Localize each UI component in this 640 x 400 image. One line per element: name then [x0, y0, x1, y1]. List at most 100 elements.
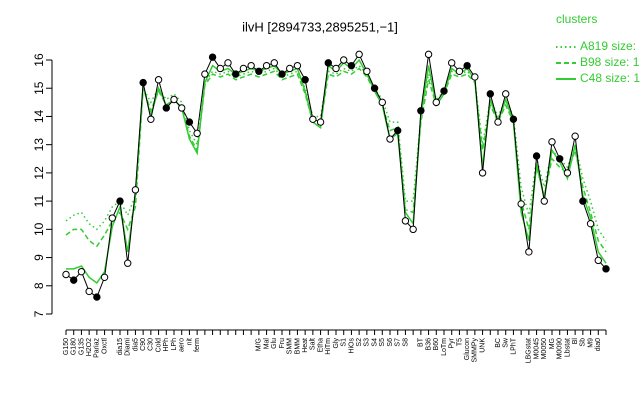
- data-point: [108, 214, 116, 222]
- x-tick-label: SMMPy: [472, 338, 479, 363]
- data-point: [478, 169, 487, 177]
- x-tick-label: Glucon: [464, 338, 471, 360]
- data-point: [586, 219, 595, 228]
- legend-label: C48 size: 196: [580, 71, 640, 85]
- data-point: [93, 293, 101, 301]
- x-tick-label: Oxctl: [101, 338, 108, 354]
- y-tick-label: 11: [32, 195, 46, 208]
- data-point: [193, 129, 201, 138]
- data-point: [62, 270, 70, 279]
- data-point: [309, 115, 317, 123]
- x-tick-label: S8: [402, 338, 409, 347]
- x-tick-label: LoTm: [441, 338, 448, 356]
- chart-title: ilvH [2894733,2895251,−1]: [242, 19, 398, 34]
- data-point: [131, 186, 140, 194]
- x-tick-label: S4: [371, 338, 378, 347]
- y-tick-label: 16: [32, 53, 46, 67]
- data-point: [262, 61, 271, 70]
- data-point: [85, 287, 93, 296]
- legend-label: B98 size: 123: [580, 55, 640, 69]
- data-point: [494, 118, 502, 126]
- x-tick-label: Diami: [125, 338, 132, 356]
- data-point: [563, 169, 572, 177]
- data-point: [525, 248, 533, 256]
- data-point: [424, 50, 433, 59]
- data-point: [301, 76, 309, 84]
- data-point: [185, 118, 194, 126]
- data-point: [486, 90, 494, 98]
- data-point: [440, 87, 448, 95]
- legend-title: clusters: [556, 12, 597, 26]
- x-tick-label: dia5: [132, 338, 139, 351]
- data-point: [401, 217, 410, 225]
- x-tick-label: Lbstat: [564, 338, 571, 357]
- data-point: [70, 276, 78, 284]
- data-point: [548, 138, 556, 146]
- data-point: [509, 115, 518, 123]
- x-tick-label: Cold: [155, 338, 162, 353]
- data-point: [316, 118, 325, 126]
- x-tick-label: M9: [587, 338, 594, 348]
- data-point: [324, 59, 332, 67]
- data-point: [239, 64, 248, 73]
- data-point: [77, 267, 86, 276]
- data-point: [100, 273, 109, 282]
- x-tick-label: S1: [341, 338, 348, 347]
- x-tick-label: S7: [395, 338, 402, 347]
- data-point: [394, 126, 402, 135]
- data-point: [178, 104, 186, 112]
- x-tick-label: Glu: [271, 338, 278, 349]
- y-tick-label: 8: [32, 282, 46, 289]
- x-tick-label: dia0: [595, 338, 602, 351]
- x-tick-label: Sb: [580, 338, 587, 347]
- data-point: [116, 197, 124, 205]
- x-tick-label: S3: [364, 338, 371, 347]
- data-point: [340, 56, 348, 64]
- data-point: [332, 64, 340, 73]
- data-point: [355, 50, 363, 59]
- x-tick-label: ferm: [194, 338, 201, 352]
- data-point: [540, 197, 548, 205]
- data-point: [386, 135, 394, 143]
- x-tick-label: S5: [379, 338, 386, 347]
- y-tick-label: 12: [32, 166, 46, 180]
- data-point: [378, 98, 386, 107]
- data-point: [216, 64, 224, 73]
- x-tick-label: nit: [186, 338, 193, 345]
- x-tick-label: BMM: [294, 338, 301, 355]
- data-point: [270, 59, 278, 67]
- x-tick-label: UNK: [479, 338, 486, 353]
- x-tick-label: LBGstat: [526, 338, 533, 363]
- data-point: [579, 197, 587, 205]
- x-tick-label: BT: [418, 337, 425, 347]
- data-point: [347, 61, 356, 70]
- data-point: [232, 70, 240, 78]
- expression-line: [65, 53, 607, 298]
- data-point: [502, 90, 510, 98]
- x-tick-label: BC: [495, 338, 502, 348]
- x-tick-label: B60: [433, 338, 440, 351]
- data-point: [463, 61, 471, 70]
- data-point: [147, 115, 155, 123]
- data-point: [594, 256, 602, 265]
- x-tick-label: H2O2: [86, 338, 93, 356]
- data-point: [370, 84, 379, 92]
- x-tick-label: C90: [140, 338, 147, 351]
- data-point: [363, 67, 371, 75]
- x-tick-label: Bl: [572, 338, 579, 345]
- cluster-line: [66, 58, 607, 285]
- x-tick-label: Etha: [317, 338, 324, 353]
- data-point: [278, 70, 286, 78]
- data-point: [208, 53, 217, 61]
- x-tick-label: S2: [356, 338, 363, 347]
- legend-label: A819 size: 28: [580, 39, 640, 53]
- data-point: [170, 95, 178, 104]
- data-point: [448, 59, 456, 67]
- x-tick-label: dia15: [117, 338, 124, 355]
- data-point: [432, 98, 440, 107]
- x-tick-label: Salt: [310, 338, 317, 350]
- data-point: [532, 152, 541, 160]
- x-tick-label: B36: [425, 338, 432, 351]
- data-point: [201, 70, 209, 78]
